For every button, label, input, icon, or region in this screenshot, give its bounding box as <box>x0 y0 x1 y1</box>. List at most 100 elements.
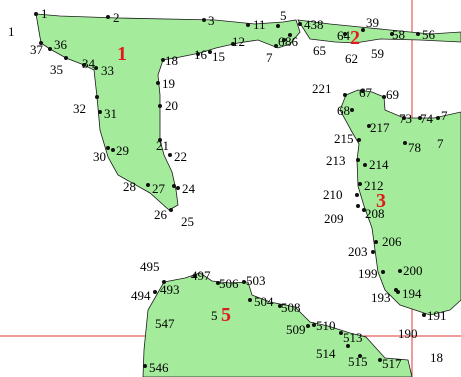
vertex-dot <box>306 324 310 328</box>
vertex-dot <box>202 18 206 22</box>
vertex-dot <box>361 89 365 93</box>
vertex-dot <box>146 183 150 187</box>
vertex-dot <box>361 28 365 32</box>
vertex-dot <box>416 32 420 36</box>
vertex-dot <box>382 95 386 99</box>
vertex-label: 199 <box>358 266 378 281</box>
vertex-dot <box>193 274 197 278</box>
vertex-label: 509 <box>286 322 306 337</box>
vertex-label: 78 <box>408 140 421 155</box>
vertex-dot <box>156 81 160 85</box>
vertex-label: 36 <box>54 37 68 52</box>
vertex-label: 15 <box>212 49 225 64</box>
vertex-label: 546 <box>149 360 169 375</box>
vertex-dot <box>34 12 38 16</box>
vertex-dot <box>398 269 402 273</box>
vertex-label: 18 <box>165 53 178 68</box>
region-label-1: 1 <box>117 43 127 65</box>
vertex-label: 493 <box>160 282 180 297</box>
vertex-dot <box>355 193 359 197</box>
vertex-dot <box>357 138 361 142</box>
vertex-label: 504 <box>254 294 274 309</box>
vertex-dot <box>48 47 52 51</box>
vertex-label: 58 <box>392 27 405 42</box>
vertex-label: 68 <box>337 103 350 118</box>
vertex-label: 494 <box>131 288 151 303</box>
vertex-dot <box>371 250 375 254</box>
vertex-label: 5 <box>280 8 287 23</box>
vertex-label: 27 <box>152 181 166 196</box>
vertex-dot <box>276 24 280 28</box>
region-label-3: 3 <box>376 190 386 212</box>
vertex-label: 33 <box>101 63 114 78</box>
vertex-dot <box>390 32 394 36</box>
vertex-label: 24 <box>182 181 196 196</box>
vertex-dot <box>98 110 102 114</box>
vertex-dot <box>339 331 343 335</box>
vertex-dot <box>216 281 220 285</box>
vertex-label: 515 <box>348 354 368 369</box>
vertex-label: 506 <box>219 276 239 291</box>
vertex-label: 26 <box>154 207 168 222</box>
vertex-dot <box>111 148 115 152</box>
vertex-label: 497 <box>191 268 211 283</box>
vertex-dot <box>162 280 166 284</box>
vertex-dot <box>248 298 252 302</box>
vertex-label: 12 <box>232 34 245 49</box>
vertex-label: 191 <box>427 308 447 323</box>
vertex-dot <box>242 280 246 284</box>
vertex-label: 2 <box>113 10 120 25</box>
vertex-label: 86 <box>285 34 299 49</box>
vertex-dot <box>39 41 43 45</box>
vertex-dot <box>378 358 382 362</box>
region-label-2: 2 <box>350 27 360 49</box>
vertex-label: 28 <box>123 179 136 194</box>
vertex-label: 438 <box>304 17 324 32</box>
vertex-label: 517 <box>382 356 402 371</box>
vertex-label: 215 <box>334 131 354 146</box>
vertex-dot <box>168 153 172 157</box>
vertex-label: 209 <box>324 211 344 226</box>
region-2-polygon <box>297 19 461 44</box>
vertex-dot <box>288 33 292 37</box>
vertex-label: 64 <box>337 28 351 43</box>
vertex-dot <box>374 240 378 244</box>
vertex-label: 62 <box>345 51 358 66</box>
vertex-dot <box>363 163 367 167</box>
vertex-group-region-1: 1 37 36 35 34 33 12 7 65 62 59 18 16 15 … <box>8 24 384 229</box>
vertex-group-region-5: 495 497 506 503 494 493 504 508 547 5 50… <box>131 259 402 375</box>
vertex-label: 31 <box>104 106 117 121</box>
vertex-dot <box>356 158 360 162</box>
vertex-label: 212 <box>364 178 384 193</box>
vertex-dot <box>343 32 347 36</box>
vertex-label: 190 <box>398 326 418 341</box>
vertex-dot <box>343 93 347 97</box>
vertex-label: 214 <box>369 157 389 172</box>
vertex-label: 65 <box>313 43 326 58</box>
vertex-dot <box>153 290 157 294</box>
vertex-label: 510 <box>316 318 336 333</box>
vertex-label: 200 <box>403 263 423 278</box>
vertex-label: 7 <box>437 136 444 151</box>
vertex-dot <box>158 104 162 108</box>
vertex-dot <box>274 44 278 48</box>
vertex-label: 20 <box>165 98 178 113</box>
vertex-label: 18 <box>430 350 443 365</box>
vertex-label: 514 <box>316 346 336 361</box>
vertex-dot <box>278 304 282 308</box>
vertex-label: 547 <box>155 316 175 331</box>
vertex-group-region-3: 221 67 69 68 217 73 74 7 215 78 7 213 21… <box>312 81 448 365</box>
vertex-label: 213 <box>326 153 346 168</box>
vertex-dot <box>403 141 407 145</box>
vertex-label: 16 <box>194 47 208 62</box>
vertex-label: 6 <box>278 34 285 49</box>
vertex-dot <box>367 124 371 128</box>
vertex-dot <box>282 38 286 42</box>
vertex-label: 73 <box>399 111 412 126</box>
vertex-label: 29 <box>116 143 129 158</box>
vertex-dot <box>106 146 110 150</box>
vertex-dot <box>356 204 360 208</box>
vertex-dot <box>312 323 316 327</box>
vertex-label: 69 <box>386 87 399 102</box>
vertex-label: 21 <box>156 138 169 153</box>
